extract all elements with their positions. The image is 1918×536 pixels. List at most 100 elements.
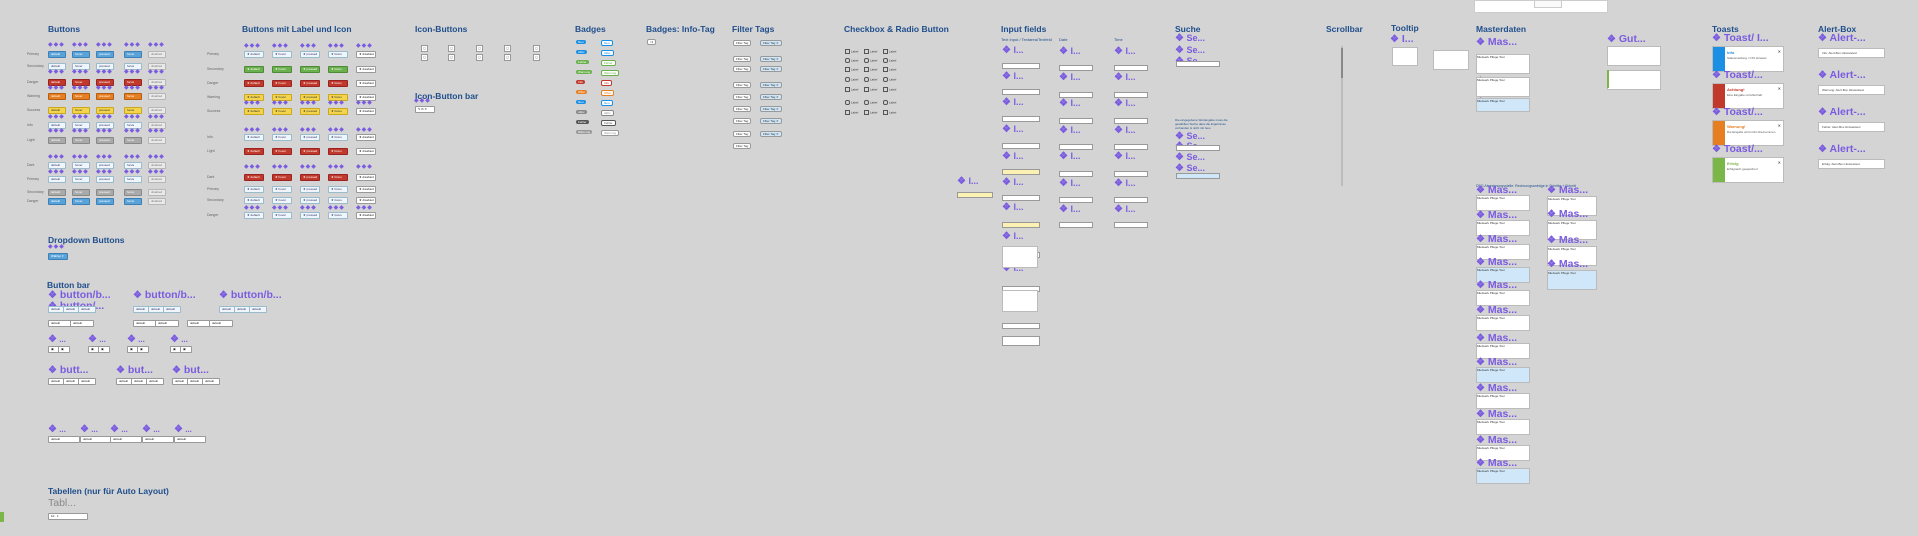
filter-tag[interactable]: Filter Tag bbox=[733, 40, 752, 46]
button[interactable]: pressed bbox=[96, 137, 114, 144]
button-bar-item[interactable]: ▣ bbox=[180, 346, 192, 353]
button-bar-item[interactable]: default bbox=[174, 436, 206, 443]
button-bar-item[interactable]: default bbox=[78, 306, 96, 313]
checkbox-box[interactable] bbox=[883, 77, 888, 82]
button-bar-item[interactable]: default bbox=[202, 378, 220, 385]
button[interactable]: disabled bbox=[148, 79, 166, 86]
text-input[interactable] bbox=[1002, 222, 1040, 228]
icon-label-button[interactable]: ★ default bbox=[244, 80, 264, 87]
icon-label-button[interactable]: ★ default bbox=[244, 212, 264, 219]
checkbox-box[interactable] bbox=[845, 100, 850, 105]
button-bar-item[interactable]: default bbox=[70, 320, 94, 327]
icon-label-button[interactable]: ★ hover bbox=[272, 212, 292, 219]
checkbox[interactable]: Label bbox=[864, 49, 877, 54]
filter-tag[interactable]: Filter Tag bbox=[733, 106, 752, 112]
icon-label-button[interactable]: ★ disabled bbox=[356, 186, 376, 193]
icon-label-button[interactable]: ★ focus bbox=[328, 66, 348, 73]
checkbox-box[interactable] bbox=[864, 87, 869, 92]
filter-tag-active[interactable]: Filter Tag ✕ bbox=[760, 118, 782, 124]
button[interactable]: pressed bbox=[96, 63, 114, 70]
button[interactable]: default bbox=[48, 137, 66, 144]
textarea[interactable] bbox=[1002, 246, 1038, 268]
checkbox[interactable]: Label bbox=[845, 87, 858, 92]
button[interactable]: pressed bbox=[96, 93, 114, 100]
button[interactable]: disabled bbox=[148, 122, 166, 129]
filter-tag-active[interactable]: Filter Tag ✕ bbox=[760, 106, 782, 112]
button-bar-item[interactable]: default bbox=[78, 378, 96, 385]
icon-label-button[interactable]: ★ hover bbox=[272, 66, 292, 73]
button[interactable]: pressed bbox=[96, 198, 114, 205]
checkbox[interactable]: Label bbox=[845, 49, 858, 54]
button[interactable]: disabled bbox=[148, 93, 166, 100]
checkbox[interactable]: Label bbox=[864, 67, 877, 72]
button[interactable]: pressed bbox=[96, 122, 114, 129]
checkbox[interactable]: Label bbox=[845, 67, 858, 72]
checkbox-box[interactable] bbox=[845, 67, 850, 72]
icon-label-button[interactable]: ★ hover bbox=[272, 108, 292, 115]
checkbox-box[interactable] bbox=[883, 110, 888, 115]
button[interactable]: disabled bbox=[148, 162, 166, 169]
checkbox[interactable]: Label bbox=[845, 110, 858, 115]
icon-label-button[interactable]: ★ disabled bbox=[356, 94, 376, 101]
icon-button[interactable]: ◻ bbox=[421, 54, 428, 61]
icon-label-button[interactable]: ★ focus bbox=[328, 134, 348, 141]
checkbox-box[interactable] bbox=[864, 100, 869, 105]
date-input[interactable] bbox=[1114, 171, 1148, 177]
checkbox-box[interactable] bbox=[845, 87, 850, 92]
button[interactable]: focus bbox=[124, 51, 142, 58]
filter-tag-active[interactable]: Filter Tag ✕ bbox=[760, 131, 782, 137]
checkbox[interactable]: Label bbox=[864, 87, 877, 92]
icon-label-button[interactable]: ★ pressed bbox=[300, 197, 320, 204]
button[interactable]: hover bbox=[72, 176, 90, 183]
text-input[interactable] bbox=[1002, 169, 1040, 175]
icon-label-button[interactable]: ★ pressed bbox=[300, 80, 320, 87]
checkbox[interactable]: Label bbox=[864, 77, 877, 82]
close-icon[interactable]: ✕ bbox=[1777, 160, 1781, 165]
text-input-large[interactable] bbox=[1002, 336, 1040, 346]
checkbox[interactable]: Label bbox=[864, 110, 877, 115]
date-input[interactable] bbox=[1059, 144, 1093, 150]
date-input[interactable] bbox=[1059, 197, 1093, 203]
date-input[interactable] bbox=[1114, 144, 1148, 150]
button-bar-item[interactable]: default bbox=[80, 436, 112, 443]
button[interactable]: focus bbox=[124, 107, 142, 114]
filter-tag-active[interactable]: Filter Tag ✕ bbox=[760, 82, 782, 88]
icon-label-button[interactable]: ★ disabled bbox=[356, 80, 376, 87]
date-input[interactable] bbox=[1059, 171, 1093, 177]
icon-label-button[interactable]: ★ pressed bbox=[300, 51, 320, 58]
filter-tag-active[interactable]: Filter Tag ✕ bbox=[760, 66, 782, 72]
button[interactable]: focus bbox=[124, 63, 142, 70]
icon-button[interactable]: ◻ bbox=[533, 54, 540, 61]
icon-label-button[interactable]: ★ disabled bbox=[356, 134, 376, 141]
filter-tag[interactable]: Filter Tag bbox=[733, 131, 752, 137]
checkbox-box[interactable] bbox=[883, 58, 888, 63]
button[interactable]: disabled bbox=[148, 107, 166, 114]
icon-label-button[interactable]: ★ hover bbox=[272, 51, 292, 58]
icon-label-button[interactable]: ★ focus bbox=[328, 94, 348, 101]
button[interactable]: pressed bbox=[96, 51, 114, 58]
date-input[interactable] bbox=[1114, 92, 1148, 98]
icon-label-button[interactable]: ★ default bbox=[244, 174, 264, 181]
text-input[interactable] bbox=[1002, 116, 1040, 122]
checkbox-box[interactable] bbox=[883, 67, 888, 72]
checkbox-box[interactable] bbox=[883, 87, 888, 92]
search-input[interactable] bbox=[1176, 145, 1220, 151]
button[interactable]: default bbox=[48, 162, 66, 169]
button[interactable]: focus bbox=[124, 122, 142, 129]
button[interactable]: focus bbox=[124, 162, 142, 169]
button[interactable]: default bbox=[48, 189, 66, 196]
icon-label-button[interactable]: ★ focus bbox=[328, 174, 348, 181]
checkbox-box[interactable] bbox=[864, 67, 869, 72]
button[interactable]: focus bbox=[124, 189, 142, 196]
close-icon[interactable]: ✕ bbox=[1777, 123, 1781, 128]
date-input[interactable] bbox=[1114, 65, 1148, 71]
icon-label-button[interactable]: ★ pressed bbox=[300, 212, 320, 219]
date-input[interactable] bbox=[1114, 118, 1148, 124]
button-bar-item[interactable]: default bbox=[187, 320, 211, 327]
icon-button[interactable]: ◻ bbox=[504, 45, 511, 52]
button[interactable]: focus bbox=[124, 79, 142, 86]
icon-button[interactable]: ◻ bbox=[448, 45, 455, 52]
button[interactable]: default bbox=[48, 79, 66, 86]
button[interactable]: hover bbox=[72, 122, 90, 129]
icon-label-button[interactable]: ★ hover bbox=[272, 134, 292, 141]
